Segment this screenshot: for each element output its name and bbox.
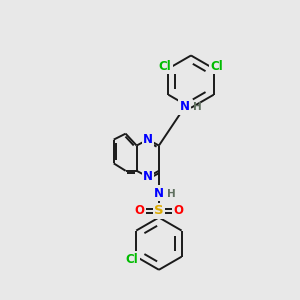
Text: N: N bbox=[143, 170, 153, 183]
Text: Cl: Cl bbox=[158, 60, 171, 73]
Text: H: H bbox=[167, 189, 176, 199]
Text: N: N bbox=[143, 133, 153, 146]
Text: S: S bbox=[154, 204, 164, 218]
Text: Cl: Cl bbox=[211, 60, 224, 73]
Text: N: N bbox=[154, 187, 164, 200]
Text: N: N bbox=[180, 100, 190, 113]
Text: O: O bbox=[135, 204, 145, 218]
Text: Cl: Cl bbox=[125, 253, 138, 266]
Text: O: O bbox=[173, 204, 183, 218]
Text: H: H bbox=[193, 103, 202, 112]
